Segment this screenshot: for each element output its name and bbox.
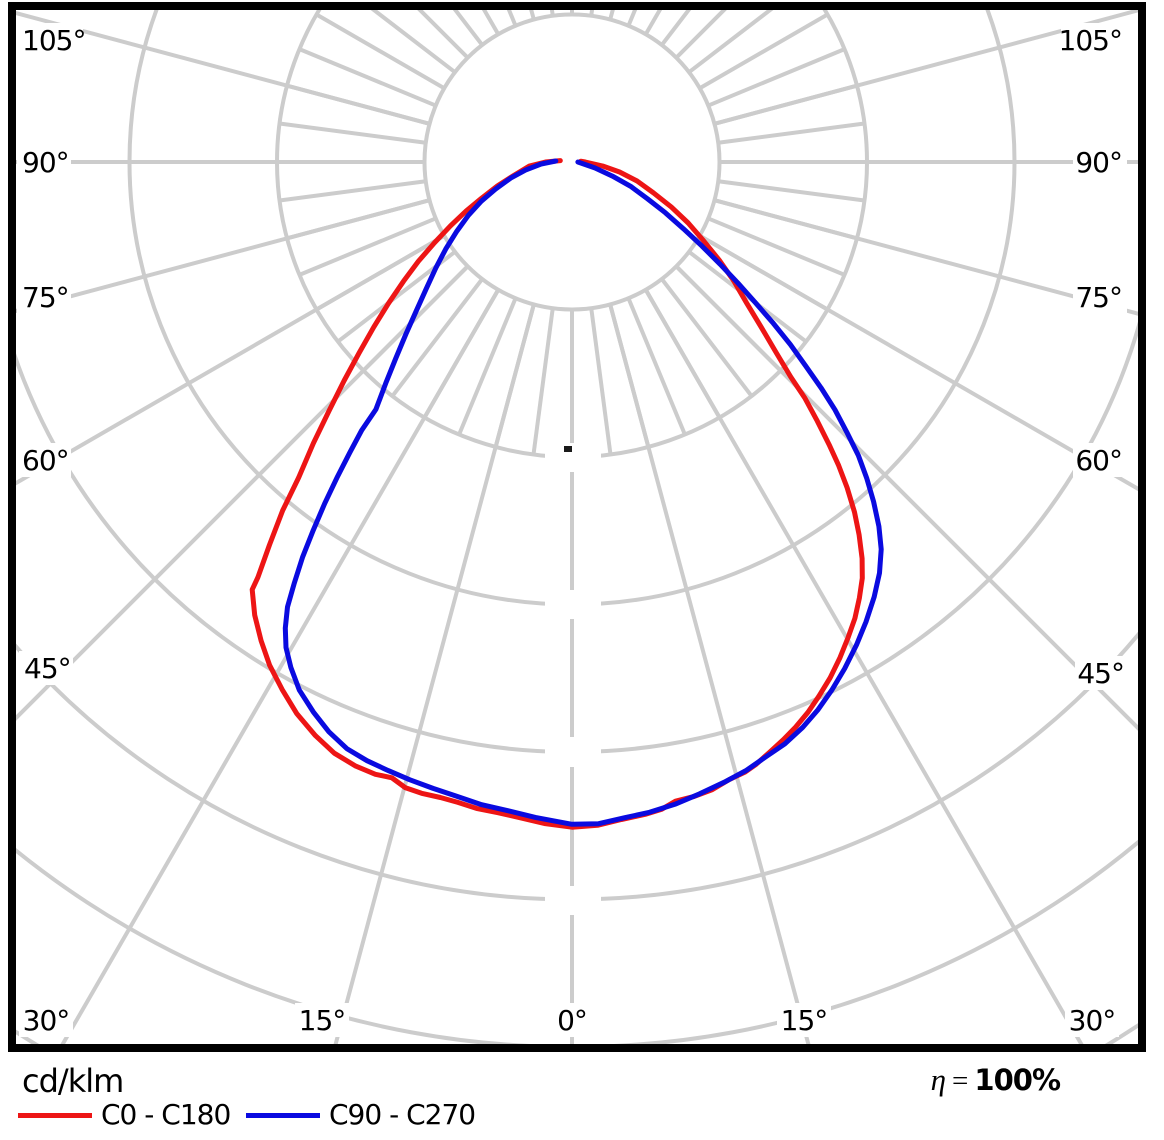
gamma-angle-label: 75°	[1075, 281, 1122, 314]
polar-fine-spoke	[674, 10, 727, 60]
polar-spoke	[674, 264, 1138, 731]
label-backplate	[1073, 145, 1127, 179]
label-backplate	[1073, 280, 1127, 314]
label-backplate	[19, 1003, 73, 1037]
gamma-angle-label: 90°	[1075, 146, 1122, 179]
polar-fine-spoke	[644, 10, 663, 36]
gamma-angle-label: 60°	[22, 444, 69, 477]
polar-spoke	[16, 234, 446, 486]
polar-spoke	[608, 303, 811, 1044]
ring-value-gap	[545, 443, 601, 472]
legend-label: C0 - C180	[101, 1098, 231, 1131]
gamma-angle-label: 105°	[22, 24, 85, 57]
label-backplate	[19, 651, 73, 685]
polar-fine-spoke	[481, 10, 500, 36]
stray-mark	[564, 446, 572, 452]
polar-fine-spoke	[626, 297, 687, 436]
polar-fine-spoke	[452, 10, 484, 47]
unit-label: cd/klm	[22, 1062, 124, 1100]
gamma-angle-label: 15°	[781, 1004, 828, 1037]
label-backplate	[1061, 23, 1127, 57]
eta-symbol: η	[930, 1062, 947, 1097]
polar-fine-spoke	[698, 12, 829, 90]
polar-fine-spoke	[457, 297, 518, 436]
polar-spoke	[333, 303, 536, 1044]
label-backplate	[777, 1003, 831, 1037]
polar-fine-spoke	[531, 307, 555, 455]
polar-fine-spoke	[717, 121, 865, 145]
eta-equals: =	[952, 1065, 969, 1097]
curve-c90-c270	[282, 158, 884, 827]
legend: C0 - C180 C90 - C270	[0, 1098, 1164, 1134]
gamma-angle-label: 105°	[1059, 24, 1122, 57]
gamma-angle-label: 15°	[299, 1004, 346, 1037]
gamma-angle-label: 0°	[557, 1004, 587, 1037]
polar-fine-spoke	[417, 10, 470, 60]
ring-value-gap	[545, 886, 601, 915]
gamma-angle-label: 45°	[1077, 657, 1124, 690]
polar-spoke	[644, 288, 1084, 1044]
label-backplate	[1065, 1003, 1119, 1037]
polar-fine-spoke	[370, 10, 457, 74]
label-backplate	[1073, 443, 1127, 477]
legend-item: C90 - C270	[246, 1098, 476, 1134]
gamma-angle-label: 60°	[1075, 444, 1122, 477]
label-backplate	[17, 443, 71, 477]
polar-fine-spoke	[707, 47, 846, 108]
gamma-angle-label: 30°	[1069, 1004, 1116, 1037]
polar-fine-spoke	[390, 277, 484, 398]
polar-spoke	[713, 10, 1138, 126]
chart-border	[8, 2, 1146, 1052]
legend-label: C90 - C270	[329, 1098, 476, 1131]
eta-value: 100%	[974, 1063, 1061, 1097]
gamma-angle-label: 75°	[22, 281, 69, 314]
polar-fine-spoke	[298, 47, 437, 108]
label-backplate	[17, 280, 71, 314]
polar-spoke	[16, 10, 431, 126]
label-backplate	[295, 1003, 349, 1037]
label-backplate	[1075, 656, 1129, 690]
polar-fine-spoke	[315, 12, 446, 90]
polar-fine-spoke	[279, 121, 427, 145]
ring-value-gap	[545, 737, 601, 767]
polar-ring	[422, 12, 722, 312]
polar-fine-spoke	[660, 10, 692, 47]
gamma-angle-label: 30°	[23, 1004, 70, 1037]
gamma-angle-label: 45°	[24, 652, 71, 685]
efficiency-readout: η = 100%	[930, 1062, 1061, 1098]
polar-fine-spoke	[298, 216, 437, 277]
ring-value-gap	[545, 590, 601, 619]
gamma-angle-label: 90°	[22, 146, 69, 179]
polar-fine-spoke	[707, 216, 846, 277]
polar-spoke	[16, 198, 431, 314]
legend-item: C0 - C180	[18, 1098, 231, 1134]
label-backplate	[17, 23, 83, 57]
legend-swatch	[18, 1113, 92, 1118]
label-backplate	[552, 1003, 592, 1037]
polar-spoke	[698, 234, 1138, 492]
polar-spoke	[713, 198, 1138, 316]
curve-c0-c180	[249, 158, 865, 830]
legend-swatch	[246, 1113, 320, 1118]
polar-spoke	[60, 288, 500, 1044]
polar-fine-spoke	[589, 307, 613, 455]
polar-fine-spoke	[660, 277, 754, 398]
label-backplate	[17, 145, 71, 179]
polar-fine-spoke	[279, 179, 427, 203]
polar-fine-spoke	[717, 179, 865, 203]
polar-ring	[16, 321, 1138, 754]
polar-spoke	[16, 264, 470, 721]
polar-fine-spoke	[687, 10, 774, 74]
